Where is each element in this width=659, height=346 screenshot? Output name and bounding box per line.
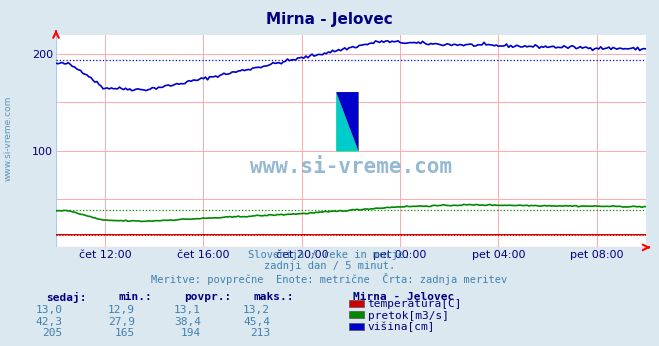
Text: povpr.:: povpr.: (185, 292, 232, 302)
Text: 12,9: 12,9 (108, 305, 135, 315)
Text: višina[cm]: višina[cm] (368, 322, 435, 332)
Text: 13,0: 13,0 (36, 305, 63, 315)
Text: Slovenija / reke in morje.: Slovenija / reke in morje. (248, 250, 411, 260)
Text: min.:: min.: (119, 292, 152, 302)
Text: Mirna - Jelovec: Mirna - Jelovec (353, 292, 454, 302)
Text: 38,4: 38,4 (174, 317, 201, 327)
Text: temperatura[C]: temperatura[C] (368, 299, 462, 309)
Polygon shape (336, 92, 358, 152)
Text: 45,4: 45,4 (243, 317, 270, 327)
Text: 194: 194 (181, 328, 201, 338)
Text: 42,3: 42,3 (36, 317, 63, 327)
Text: 13,1: 13,1 (174, 305, 201, 315)
Text: 165: 165 (115, 328, 135, 338)
Text: pretok[m3/s]: pretok[m3/s] (368, 311, 449, 320)
Polygon shape (336, 92, 358, 152)
Text: www.si-vreme.com: www.si-vreme.com (4, 96, 13, 181)
Text: zadnji dan / 5 minut.: zadnji dan / 5 minut. (264, 261, 395, 271)
Bar (336, 92, 358, 152)
Text: 27,9: 27,9 (108, 317, 135, 327)
Text: Mirna - Jelovec: Mirna - Jelovec (266, 12, 393, 27)
Text: maks.:: maks.: (254, 292, 294, 302)
Text: 13,2: 13,2 (243, 305, 270, 315)
Text: Meritve: povprečne  Enote: metrične  Črta: zadnja meritev: Meritve: povprečne Enote: metrične Črta:… (152, 273, 507, 285)
Text: sedaj:: sedaj: (46, 292, 86, 303)
Text: 205: 205 (42, 328, 63, 338)
Text: www.si-vreme.com: www.si-vreme.com (250, 156, 452, 176)
Text: 213: 213 (250, 328, 270, 338)
